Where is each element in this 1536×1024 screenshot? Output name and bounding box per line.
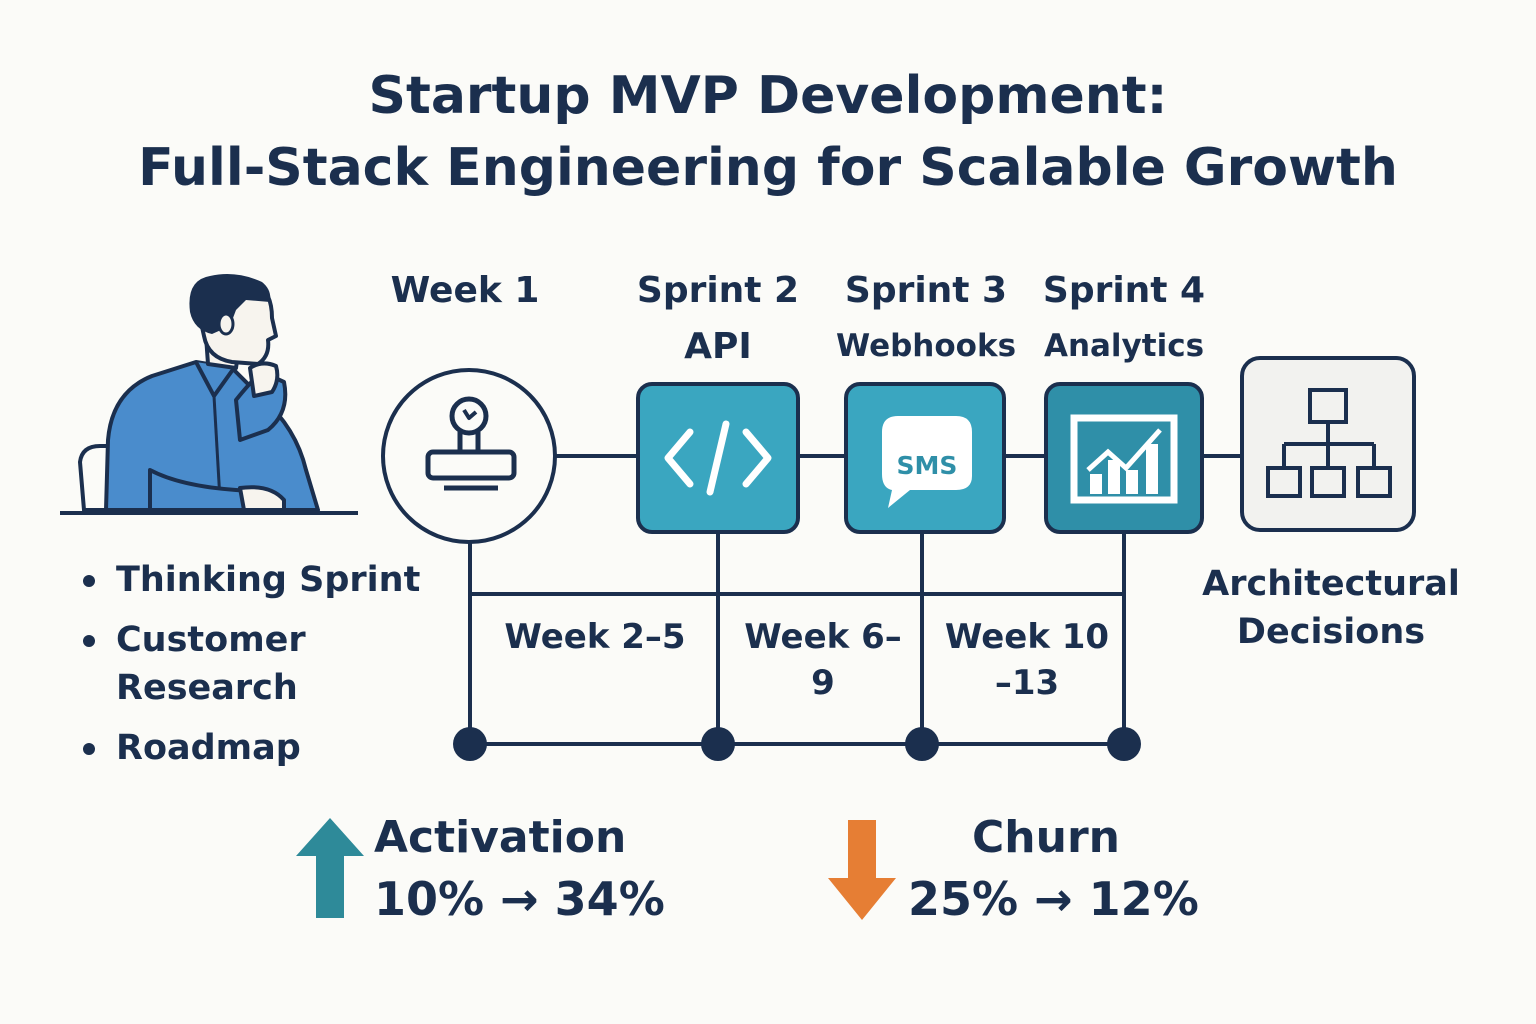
stamp-icon xyxy=(425,396,517,491)
title-line-2: Full-Stack Engineering for Scalable Grow… xyxy=(138,138,1398,198)
week-range-3: Week 10 –13 xyxy=(944,617,1110,703)
svg-text:SMS: SMS xyxy=(897,451,958,480)
stage-label-sprint-3: Sprint 3 xyxy=(844,270,1008,311)
list-item: Customer Research xyxy=(78,616,336,712)
analytics-chart-icon xyxy=(1070,414,1178,504)
title-line-1: Startup MVP Development: xyxy=(368,66,1168,126)
activation-value: 10% → 34% xyxy=(374,872,665,926)
stage-sprint-2-node xyxy=(636,382,800,534)
arrow-down-icon xyxy=(828,820,896,920)
architecture-label: Architectural Decisions xyxy=(1202,564,1460,652)
stage-label-week-1: Week 1 xyxy=(390,270,540,311)
stage-label-sprint-4: Sprint 4 xyxy=(1042,270,1206,311)
churn-value: 25% → 12% xyxy=(908,872,1199,926)
timeline-grid xyxy=(468,532,1126,746)
stage-sprint-4-node xyxy=(1044,382,1204,534)
week-range-1: Week 2–5 xyxy=(504,617,686,657)
churn-label: Churn xyxy=(972,812,1120,863)
stage-week-1-node xyxy=(381,368,557,544)
list-item: Roadmap xyxy=(78,724,420,772)
thinking-person-icon xyxy=(60,274,358,515)
stage-label-sprint-2: Sprint 2 xyxy=(636,270,800,311)
timeline-milestones xyxy=(453,727,1141,761)
hierarchy-icon xyxy=(1266,388,1392,498)
arrow-up-icon xyxy=(296,818,364,918)
activation-label: Activation xyxy=(374,812,627,863)
list-item: Thinking Sprint xyxy=(78,556,420,604)
stage-sub-webhooks: Webhooks xyxy=(836,328,1017,364)
architecture-node xyxy=(1240,356,1416,532)
week-range-2: Week 6– 9 xyxy=(744,617,902,703)
code-icon xyxy=(664,420,772,496)
stage-sub-analytics: Analytics xyxy=(1043,328,1205,364)
sms-icon: SMS xyxy=(882,416,972,508)
stage-sprint-3-node: SMS xyxy=(844,382,1006,534)
stage-sub-api: API xyxy=(684,326,752,367)
discovery-list: Thinking Sprint Customer Research Roadma… xyxy=(78,556,420,784)
